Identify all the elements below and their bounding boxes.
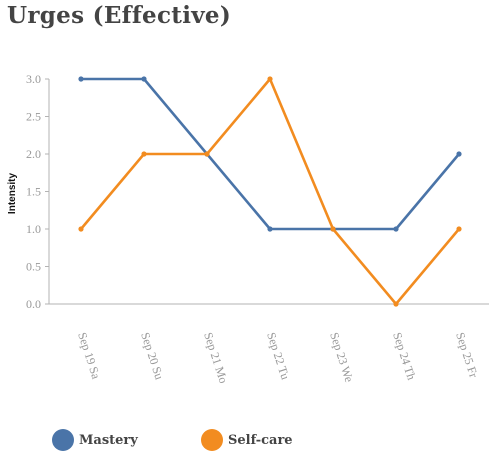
data-point: [267, 76, 273, 82]
data-point: [78, 226, 84, 232]
data-point: [78, 76, 84, 82]
data-point: [393, 301, 399, 307]
y-tick-label: 0.0: [26, 297, 41, 311]
data-point: [204, 151, 210, 157]
x-tick-labels: Sep 19 Sa Sep 20 Su Sep 21 Mo Sep 22 Tu Sep …: [75, 331, 481, 385]
series-lines: [78, 76, 462, 307]
data-point: [141, 151, 147, 157]
legend: Mastery Self-care: [52, 429, 293, 451]
legend-item: Self-care: [201, 429, 293, 451]
legend-label: Mastery: [79, 433, 138, 448]
data-point: [456, 226, 462, 232]
chart-title: Urges (Effective): [7, 2, 232, 29]
y-axis-label: Intensity: [7, 173, 18, 215]
x-tick-label: Sep 23 We: [327, 331, 356, 384]
series-line: [81, 77, 460, 231]
y-tick-label: 1.5: [26, 185, 41, 199]
x-tick-label: Sep 21 Mo: [201, 331, 231, 385]
data-point: [456, 151, 462, 157]
x-tick-label: Sep 20 Su: [138, 331, 166, 382]
x-tick-label: Sep 19 Sa: [75, 331, 103, 382]
y-tick-labels: 0.0 0.5 1.0 1.5 2.0 2.5 3.0: [26, 72, 49, 311]
legend-item: Mastery: [52, 429, 138, 451]
data-point: [330, 226, 336, 232]
y-tick-label: 0.5: [26, 260, 41, 274]
legend-label: Self-care: [228, 433, 293, 448]
legend-swatch: [52, 429, 74, 451]
x-tick-label: Sep 22 Tu: [264, 331, 292, 382]
y-tick-label: 2.5: [26, 110, 41, 124]
series-line: [80, 77, 460, 306]
y-tick-label: 1.0: [26, 222, 41, 236]
x-tick-label: Sep 24 Th: [390, 331, 418, 382]
y-tick-label: 2.0: [26, 147, 41, 161]
y-tick-label: 3.0: [26, 72, 41, 86]
x-tick-label: Sep 25 Fr: [453, 331, 481, 380]
legend-swatch: [201, 429, 223, 451]
data-point: [141, 76, 147, 82]
data-point: [267, 226, 273, 232]
data-point: [393, 226, 399, 232]
